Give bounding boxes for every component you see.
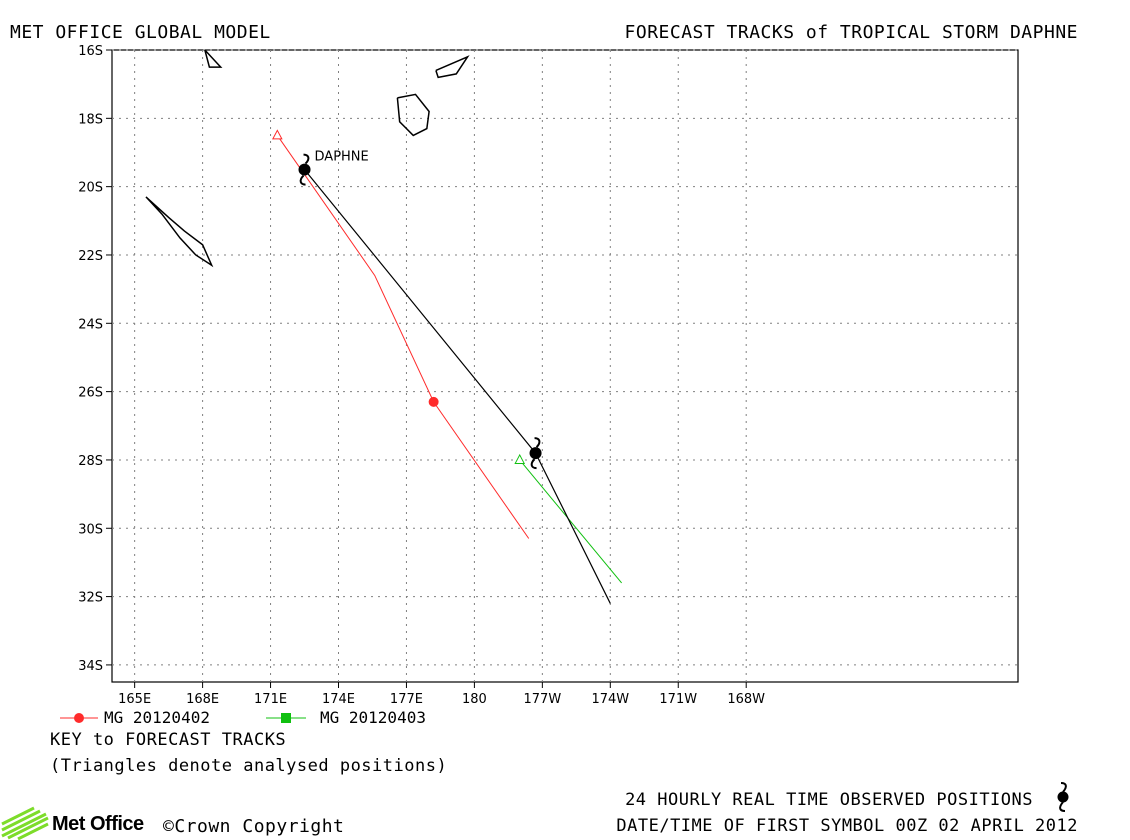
lat-tick-label: 16S [78,44,103,59]
map-frame [111,49,1019,683]
lon-tick-label: 177W [524,692,562,707]
forecast-position-marker [428,396,439,407]
lat-tick-label: 22S [78,249,103,264]
island-outline [145,196,214,268]
met-office-logo-text: Met Office [52,813,144,835]
legend-key-note: (Triangles denote analysed positions) [50,756,448,776]
observed-symbol-arm [530,458,537,470]
legend-label-mg-20120402: MG 20120402 [104,708,210,727]
lat-tick-label: 26S [78,386,103,401]
header-model-title: MET OFFICE GLOBAL MODEL [10,22,271,43]
latitude-axis: 16S 18S 20S 22S 24S 26S 28S 30S 32S 34S [78,44,103,674]
legend-label-mg-20120403: MG 20120403 [320,708,426,727]
lon-tick-label: 177E [390,692,423,707]
observed-symbol-arm [534,437,541,448]
header-chart-title: FORECAST TRACKS of TROPICAL STORM DAPHNE [624,22,1078,43]
lon-tick-label: 168E [186,692,219,707]
legend-key-title: KEY to FORECAST TRACKS [50,730,287,750]
map-grid [106,49,1018,688]
forecast-track-line [519,459,623,584]
island-outline [204,49,223,68]
lon-tick-label: 168W [727,692,765,707]
lat-tick-label: 28S [78,454,103,469]
observed-symbol-core [298,163,311,176]
legend-swatch-mg-20120403 [266,713,306,723]
island-outline [435,55,470,79]
island-outline [396,93,430,137]
lat-tick-label: 24S [78,317,103,332]
storm-name-label: DAPHNE [315,150,369,165]
observed-position-symbol [298,153,311,186]
lon-tick-label: 180 [462,692,487,707]
legend-swatch-mg-20120402 [60,713,98,723]
observed-symbol-icon [1057,782,1069,812]
lon-tick-label: 171W [659,692,697,707]
copyright-notice: ©Crown Copyright [163,816,345,837]
observed-symbol-core [529,447,542,460]
observed-positions-label: 24 HOURLY REAL TIME OBSERVED POSITIONS [625,790,1033,810]
lat-tick-label: 20S [78,181,103,196]
coastlines [145,49,470,268]
analysed-position-triangle [272,129,283,140]
lon-tick-label: 174E [322,692,355,707]
lon-tick-label: 165E [118,692,151,707]
observed-symbol-arm [299,174,306,186]
lat-tick-label: 30S [78,522,103,537]
lon-tick-label: 171E [254,692,287,707]
observed-track-line [304,169,611,604]
observed-position-symbol [529,437,542,470]
forecast-tracks [272,129,623,604]
observed-symbol-arm [303,153,310,165]
longitude-axis: 165E 168E 171E 174E 177E 180 177W 174W 1… [118,692,765,707]
lat-tick-label: 18S [78,112,103,127]
forecast-track-line [276,135,530,539]
first-symbol-datetime: DATE/TIME OF FIRST SYMBOL 00Z 02 APRIL 2… [616,816,1078,836]
analysed-position-triangle [514,453,526,464]
lon-tick-label: 174W [591,692,629,707]
lat-tick-label: 34S [78,659,103,674]
lat-tick-label: 32S [78,591,103,606]
logo-icon [1,806,49,840]
